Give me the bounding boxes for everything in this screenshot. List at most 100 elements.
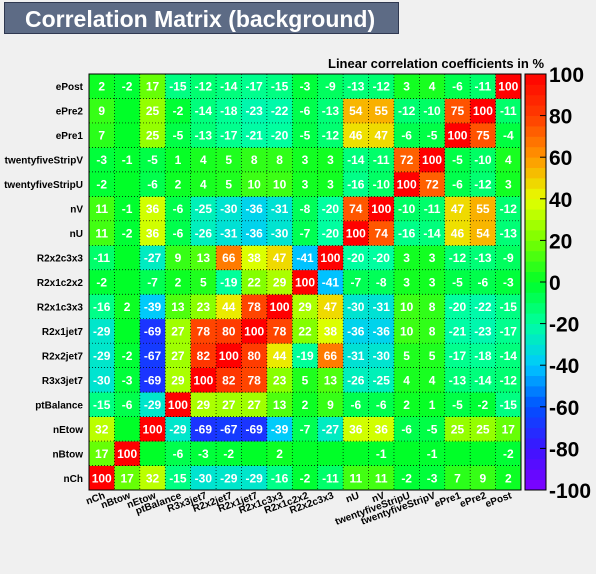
heatmap-cell — [444, 220, 471, 246]
colorbar-segment — [525, 230, 546, 241]
colorbar-segment — [525, 188, 546, 200]
cell-value-label: 3 — [505, 178, 512, 192]
heatmap-cell — [139, 74, 166, 99]
heatmap-cell — [393, 367, 420, 393]
cell-value-label: -2 — [300, 471, 311, 485]
heatmap-cell — [190, 416, 217, 442]
cell-value-label: 29 — [197, 398, 211, 412]
cell-value-label: 47 — [375, 129, 389, 143]
colorbar-tick-label: 0 — [549, 272, 561, 295]
heatmap-cell — [190, 343, 217, 369]
heatmap-cell — [241, 98, 268, 124]
heatmap-cell — [419, 147, 446, 173]
cell-value-label: 47 — [451, 202, 465, 216]
cell-value-label: -1 — [122, 202, 133, 216]
cell-value-label: -6 — [173, 202, 184, 216]
cell-value-label: -26 — [347, 373, 365, 387]
cell-value-label: -41 — [296, 251, 314, 265]
y-tick-label: nEtow — [53, 425, 83, 436]
cell-value-label: 32 — [146, 471, 160, 485]
heatmap-cell — [139, 392, 166, 417]
heatmap-cell — [343, 122, 369, 148]
cell-value-label: -6 — [376, 398, 387, 412]
cell-value-label: 11 — [95, 202, 108, 216]
heatmap-cell — [216, 343, 242, 369]
colorbar-tick-label: -100 — [549, 480, 591, 503]
colorbar-tick-label: -40 — [549, 355, 579, 378]
heatmap-cell — [89, 416, 115, 442]
cell-value-label: -29 — [246, 471, 264, 485]
heatmap-cell — [216, 245, 242, 271]
cell-value-label: 9 — [98, 104, 105, 118]
cell-value-label: -29 — [93, 349, 111, 363]
colorbar-segment — [525, 136, 546, 148]
heatmap-cell — [89, 367, 115, 393]
heatmap-cell — [317, 367, 344, 393]
cell-value-label: -20 — [347, 251, 365, 265]
heatmap-cell — [292, 343, 319, 369]
cell-value-label: -30 — [347, 300, 365, 314]
cell-value-label: 7 — [454, 471, 461, 485]
heatmap-cell — [317, 220, 344, 246]
colorbar-segment — [525, 146, 546, 158]
heatmap-cell — [139, 367, 166, 393]
cell-value-label: -67 — [144, 349, 162, 363]
cell-value-label: 100 — [244, 324, 264, 338]
heatmap-cell — [393, 392, 420, 417]
title-box: Correlation Matrix (background) — [4, 2, 399, 34]
heatmap-cell — [419, 74, 446, 99]
heatmap-cell — [368, 74, 395, 99]
heatmap-cell — [495, 318, 522, 344]
heatmap-cell — [292, 416, 319, 442]
cell-value-label: -17 — [246, 80, 264, 94]
cell-value-label: -11 — [475, 80, 492, 94]
heatmap-cell — [114, 245, 141, 271]
heatmap-cell — [470, 465, 496, 491]
cell-value-label: 10 — [400, 324, 414, 338]
heatmap-cell — [470, 220, 496, 246]
cell-value-label: -20 — [322, 227, 340, 241]
cell-value-label: -29 — [144, 398, 162, 412]
heatmap-cell — [495, 196, 522, 222]
cell-value-label: 100 — [346, 227, 366, 241]
heatmap-cell — [368, 343, 395, 369]
heatmap-cell — [317, 416, 344, 442]
cell-value-label: 4 — [200, 153, 207, 167]
heatmap-cell — [241, 367, 268, 393]
heatmap-cell — [393, 294, 420, 320]
cell-value-label: -7 — [300, 422, 311, 436]
heatmap-cell — [444, 98, 471, 124]
heatmap-cell — [393, 98, 420, 124]
chart-subtitle: Linear correlation coefficients in % — [328, 56, 544, 71]
colorbar-segment — [525, 438, 546, 449]
cell-value-label: 23 — [197, 300, 211, 314]
y-tick-label: twentyfiveStripV — [5, 156, 84, 167]
cell-value-label: 2 — [175, 276, 182, 290]
heatmap-cell — [266, 416, 293, 442]
heatmap-cell — [317, 147, 344, 173]
cell-value-label: -20 — [322, 202, 340, 216]
heatmap-cell — [190, 245, 217, 271]
heatmap-cell — [317, 196, 344, 222]
heatmap-cell — [495, 245, 522, 271]
heatmap-cell — [470, 122, 496, 148]
heatmap-cell — [216, 318, 242, 344]
cell-value-label: -15 — [169, 80, 187, 94]
heatmap-cell — [419, 220, 446, 246]
cell-value-label: 5 — [302, 373, 309, 387]
cell-value-label: 2 — [505, 471, 512, 485]
cell-value-label: 3 — [327, 178, 334, 192]
heatmap-cell — [190, 441, 217, 466]
heatmap-cell — [89, 220, 115, 246]
heatmap-cell — [292, 171, 319, 197]
heatmap-cell — [317, 171, 344, 197]
heatmap-cell — [139, 416, 166, 442]
heatmap-cell — [393, 318, 420, 344]
colorbar-segment — [525, 458, 546, 470]
cell-value-label: 47 — [273, 251, 287, 265]
heatmap-cell — [216, 98, 242, 124]
cell-value-label: -27 — [144, 251, 162, 265]
cell-value-label: 74 — [375, 227, 389, 241]
cell-value-label: -17 — [500, 324, 518, 338]
heatmap-cell — [419, 171, 446, 197]
